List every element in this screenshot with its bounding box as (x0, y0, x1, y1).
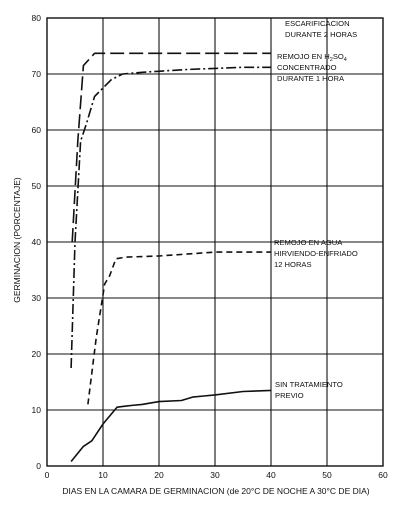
y-tick-label: 50 (32, 181, 42, 191)
y-tick-label: 70 (32, 69, 42, 79)
x-tick-label: 0 (45, 470, 50, 480)
series-line-escarificacion (71, 52, 271, 243)
x-tick-label: 30 (210, 470, 220, 480)
x-tick-label: 10 (98, 470, 108, 480)
annotation-escarificacion: ESCARIFICACION DURANTE 2 HORAS (285, 19, 357, 39)
y-axis-label: GERMINACION (PORCENTAJE) (12, 177, 22, 303)
annotation-sin-tratamiento: SIN TRATAMIENTO PREVIO (275, 380, 345, 400)
x-tick-label: 20 (154, 470, 164, 480)
y-tick-label: 0 (36, 461, 41, 471)
y-tick-label: 10 (32, 405, 42, 415)
y-tick-label: 80 (32, 13, 42, 23)
y-tick-label: 60 (32, 125, 42, 135)
x-tick-label: 50 (322, 470, 332, 480)
series-lines (70, 52, 272, 463)
annotation-remojo-h2so4: REMOJO EN H2SO4 CONCENTRADO DURANTE 1 HO… (277, 52, 349, 83)
annotation-remojo-agua: REMOJO EN AGUA HIRVIENDO-ENFRIADO 12 HOR… (274, 238, 360, 269)
grid (46, 17, 384, 467)
y-tick-label: 30 (32, 293, 42, 303)
tick-labels: 0 10 20 30 40 50 60 0 10 20 30 40 50 60 70 80 (32, 13, 388, 480)
x-tick-label: 60 (378, 470, 388, 480)
series-line-sin-tratamiento (70, 389, 272, 463)
x-axis-label: DIAS EN LA CAMARA DE GERMINACION (de 20°… (62, 486, 369, 496)
y-tick-label: 20 (32, 349, 42, 359)
series-line-remojo-h2so4 (70, 66, 271, 369)
x-tick-label: 40 (266, 470, 276, 480)
y-tick-label: 40 (32, 237, 42, 247)
series-line-remojo-agua (87, 251, 271, 405)
